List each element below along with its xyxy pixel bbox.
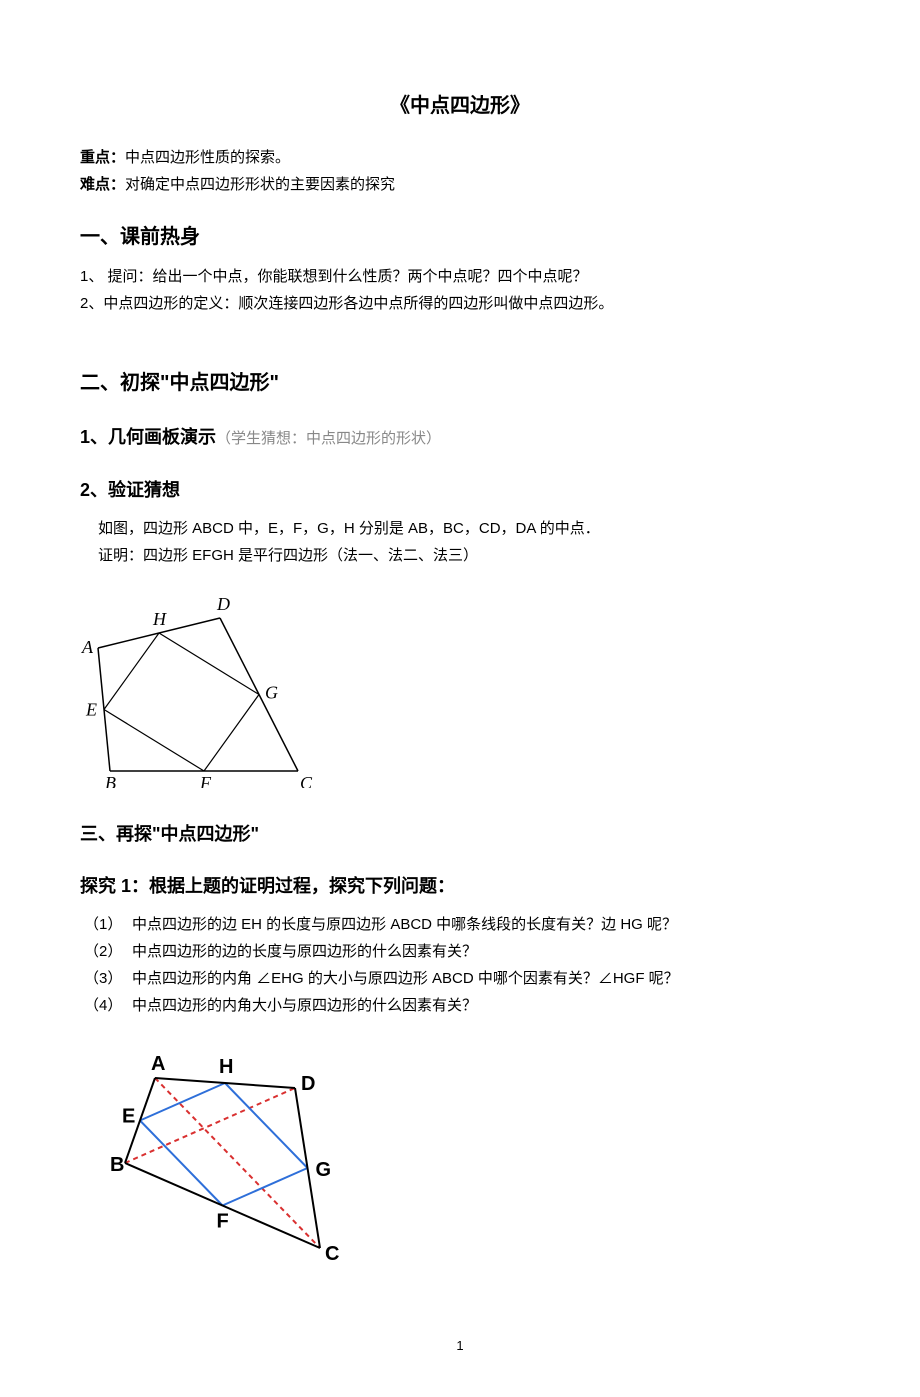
svg-text:A: A	[151, 1053, 165, 1075]
figure-1: A B C D H E F G	[80, 588, 840, 796]
svg-text:B: B	[105, 773, 116, 788]
s2-sub1: 1、几何画板演示（学生猜想：中点四边形的形状）	[80, 423, 840, 452]
section-2-heading: 二、初探"中点四边形"	[80, 367, 840, 399]
s2-line2: 证明：四边形 EFGH 是平行四边形（法一、法二、法三）	[80, 544, 840, 568]
s2-line1: 如图，四边形 ABCD 中，E，F，G，H 分别是 AB，BC，CD，DA 的中…	[80, 517, 840, 541]
svg-text:E: E	[122, 1106, 135, 1128]
svg-text:D: D	[301, 1073, 315, 1095]
svg-text:B: B	[110, 1154, 124, 1176]
doc-title: 《中点四边形》	[80, 90, 840, 122]
difficulty-line: 难点：对确定中点四边形形状的主要因素的探究	[80, 173, 840, 197]
s2-sub1-label: 、几何画板演示	[90, 427, 216, 447]
svg-text:H: H	[152, 609, 167, 629]
svg-text:G: G	[316, 1159, 332, 1181]
svg-text:F: F	[217, 1211, 229, 1233]
s1-item2: 2、中点四边形的定义：顺次连接四边形各边中点所得的四边形叫做中点四边形。	[80, 292, 840, 316]
key-point-text: 中点四边形性质的探索。	[125, 149, 290, 166]
q4-text: 中点四边形的内角大小与原四边形的什么因素有关？	[132, 997, 477, 1014]
section-3-heading: 三、再探"中点四边形"	[80, 820, 840, 849]
q3-num: （3）	[84, 967, 132, 991]
svg-text:F: F	[199, 773, 212, 788]
q2-text: 中点四边形的边的长度与原四边形的什么因素有关？	[132, 943, 477, 960]
key-point-line: 重点：中点四边形性质的探索。	[80, 146, 840, 170]
s1-item1: 1、 提问：给出一个中点，你能联想到什么性质？两个中点呢？四个中点呢？	[80, 265, 840, 289]
svg-text:C: C	[325, 1243, 339, 1265]
svg-text:E: E	[85, 699, 97, 719]
s2-sub1-num: 1	[80, 427, 90, 447]
section-1-heading: 一、课前热身	[80, 221, 840, 253]
page-number: 1	[80, 1336, 840, 1357]
svg-text:G: G	[265, 682, 278, 702]
spacer	[80, 319, 840, 343]
svg-text:H: H	[219, 1056, 233, 1078]
svg-text:C: C	[300, 773, 313, 788]
s2-sub1-gray: （学生猜想：中点四边形的形状）	[216, 430, 441, 447]
q3-text: 中点四边形的内角 ∠EHG 的大小与原四边形 ABCD 中哪个因素有关？∠HGF…	[132, 970, 679, 987]
q1-text: 中点四边形的边 EH 的长度与原四边形 ABCD 中哪条线段的长度有关？边 HG…	[132, 916, 677, 933]
key-point-label: 重点：	[80, 149, 125, 166]
s3-q1: （1）中点四边形的边 EH 的长度与原四边形 ABCD 中哪条线段的长度有关？边…	[80, 913, 840, 937]
s3-q3: （3）中点四边形的内角 ∠EHG 的大小与原四边形 ABCD 中哪个因素有关？∠…	[80, 967, 840, 991]
s2-sub2: 2、验证猜想	[80, 476, 840, 505]
figure-2: A B C D H E F G	[80, 1038, 840, 1276]
svg-text:A: A	[81, 637, 94, 657]
q4-num: （4）	[84, 994, 132, 1018]
svg-text:D: D	[216, 594, 230, 614]
difficulty-label: 难点：	[80, 176, 125, 193]
difficulty-text: 对确定中点四边形形状的主要因素的探究	[125, 176, 395, 193]
q2-num: （2）	[84, 940, 132, 964]
s3-sub1: 探究 1：根据上题的证明过程，探究下列问题：	[80, 872, 840, 901]
s3-q2: （2）中点四边形的边的长度与原四边形的什么因素有关？	[80, 940, 840, 964]
figure-1-svg: A B C D H E F G	[80, 588, 320, 788]
s3-q4: （4）中点四边形的内角大小与原四边形的什么因素有关？	[80, 994, 840, 1018]
figure-2-svg: A B C D H E F G	[110, 1038, 370, 1268]
q1-num: （1）	[84, 913, 132, 937]
